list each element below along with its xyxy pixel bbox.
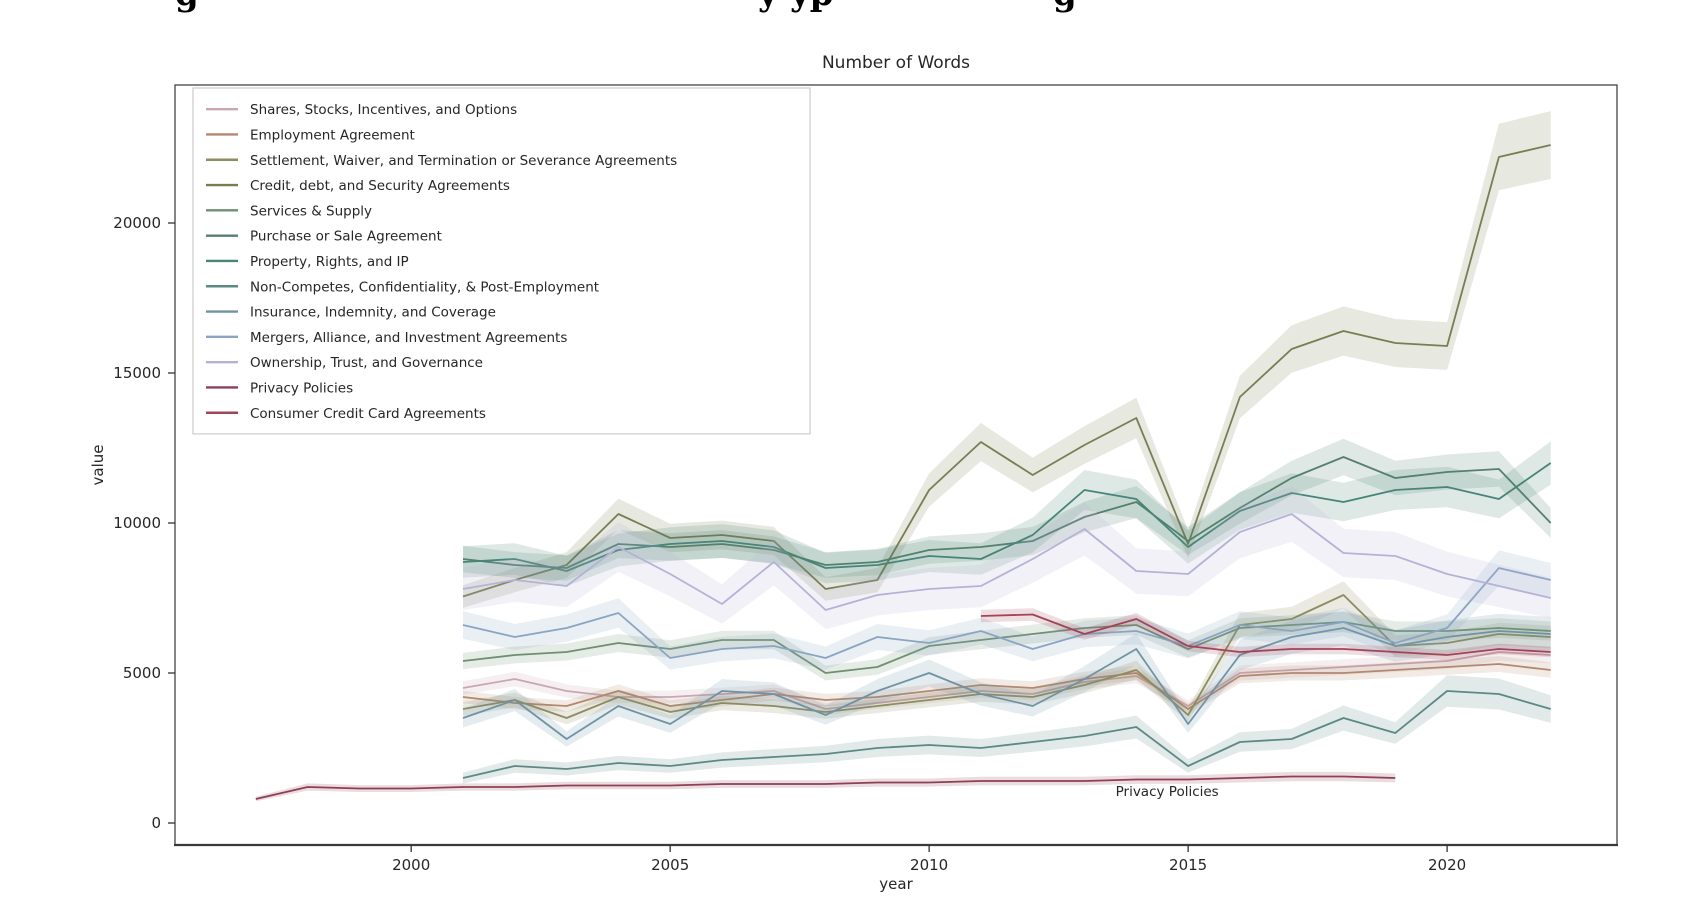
series-band-1 bbox=[463, 656, 1551, 715]
legend-label-5: Purchase or Sale Agreement bbox=[250, 229, 442, 245]
series-band-8 bbox=[463, 610, 1551, 747]
series-band-2 bbox=[463, 581, 1551, 725]
x-axis-label: year bbox=[879, 875, 913, 893]
legend-label-4: Services & Supply bbox=[250, 203, 372, 219]
legend-label-12: Consumer Credit Card Agreements bbox=[250, 406, 486, 422]
x-tick-label: 2005 bbox=[651, 856, 689, 874]
legend-label-8: Insurance, Indemnity, and Coverage bbox=[250, 305, 496, 321]
series-band-6 bbox=[463, 441, 1551, 587]
series-line-5 bbox=[462, 456, 1552, 569]
legend-label-7: Non-Competes, Confidentiality, & Post-Em… bbox=[250, 279, 599, 295]
legend-label-1: Employment Agreement bbox=[250, 127, 415, 143]
cropped-caption-fragment-2: yp bbox=[790, 0, 834, 14]
series-line-1 bbox=[462, 663, 1551, 710]
series-line-11 bbox=[255, 775, 1396, 800]
legend-label-2: Settlement, Waiver, and Termination or S… bbox=[250, 153, 677, 169]
legend-box bbox=[192, 87, 811, 435]
series-line-8 bbox=[462, 627, 1551, 740]
series-band-0 bbox=[463, 643, 1551, 715]
series-line-0 bbox=[462, 651, 1551, 710]
x-tick-label: 2020 bbox=[1428, 856, 1466, 874]
y-tick-label: 15000 bbox=[113, 364, 161, 382]
legend-label-11: Privacy Policies bbox=[250, 380, 353, 396]
cropped-caption-text: g yyp g bbox=[0, 0, 1690, 16]
series-band-7 bbox=[463, 675, 1551, 784]
x-tick-label: 2010 bbox=[910, 856, 948, 874]
y-tick-label: 5000 bbox=[123, 664, 161, 682]
chart-title: Number of Words bbox=[822, 53, 970, 73]
series-band-9 bbox=[463, 550, 1551, 670]
series-band-11 bbox=[255, 771, 1396, 802]
cropped-caption-fragment-0: g bbox=[175, 0, 199, 14]
y-axis-label: value bbox=[89, 445, 107, 486]
series-line-6 bbox=[462, 462, 1552, 572]
cropped-caption-fragment-1: y bbox=[758, 0, 778, 14]
y-tick-label: 0 bbox=[151, 814, 161, 832]
annotation-privacy-policies: Privacy Policies bbox=[1116, 784, 1219, 800]
series-line-7 bbox=[462, 690, 1551, 779]
legend-label-3: Credit, debt, and Security Agreements bbox=[250, 178, 510, 194]
cropped-caption-fragment-3: g bbox=[1053, 0, 1077, 14]
series-line-9 bbox=[462, 567, 1551, 659]
x-tick-label: 2000 bbox=[392, 856, 430, 874]
series-line-3 bbox=[462, 144, 1551, 598]
series-line-2 bbox=[462, 594, 1551, 719]
series-line-12 bbox=[980, 613, 1551, 656]
legend-label-9: Mergers, Alliance, and Investment Agreem… bbox=[250, 330, 567, 346]
legend-label-0: Shares, Stocks, Incentives, and Options bbox=[250, 102, 517, 118]
y-tick-label: 20000 bbox=[113, 214, 161, 232]
x-tick-label: 2015 bbox=[1169, 856, 1207, 874]
legend-label-6: Property, Rights, and IP bbox=[250, 254, 409, 270]
series-band-3 bbox=[463, 111, 1551, 608]
series-line-4 bbox=[462, 621, 1551, 674]
y-tick-label: 10000 bbox=[113, 514, 161, 532]
series-band-12 bbox=[980, 608, 1551, 660]
series-line-10 bbox=[462, 513, 1551, 611]
legend-label-10: Ownership, Trust, and Governance bbox=[250, 355, 483, 371]
